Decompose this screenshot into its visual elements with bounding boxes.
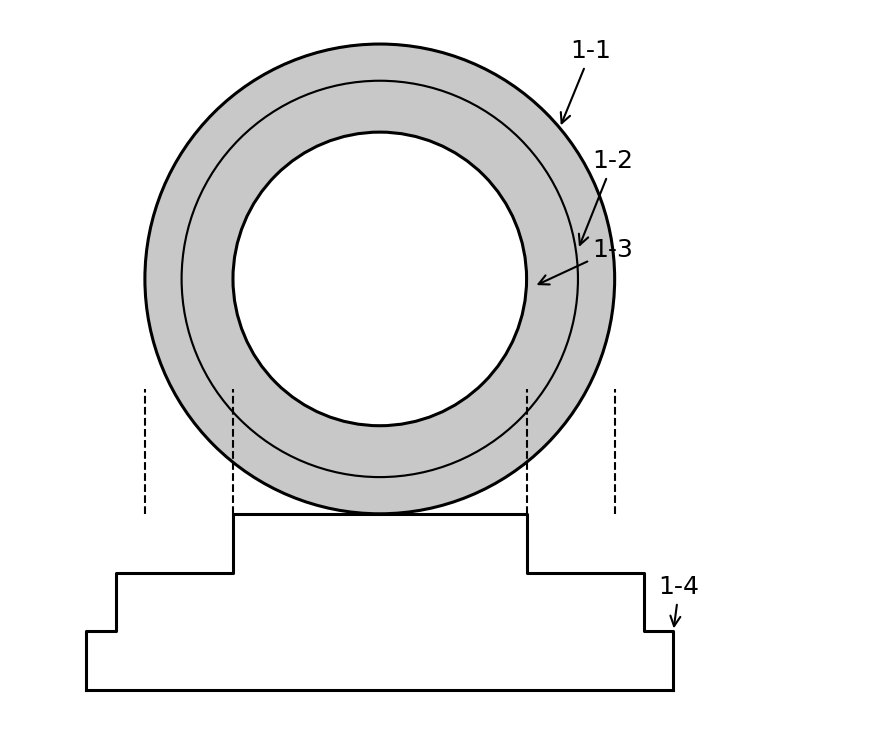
Text: 1-2: 1-2 — [579, 150, 634, 245]
Circle shape — [233, 132, 526, 426]
Text: 1-3: 1-3 — [538, 238, 633, 285]
Text: 1-1: 1-1 — [560, 40, 611, 123]
Circle shape — [233, 132, 526, 426]
Circle shape — [145, 44, 615, 514]
Text: 1-4: 1-4 — [659, 575, 700, 626]
